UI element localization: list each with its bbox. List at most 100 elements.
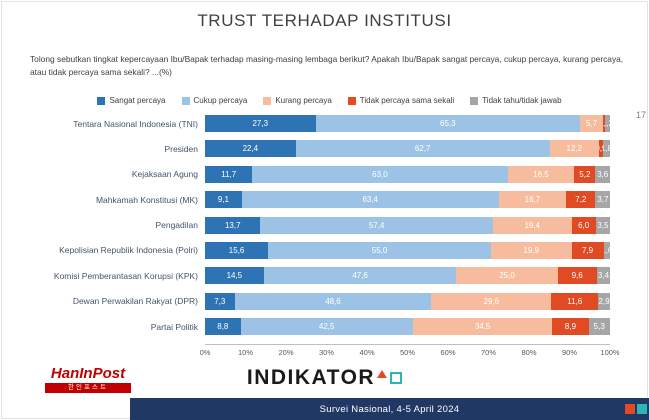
category-label: Pengadilan xyxy=(155,220,198,231)
x-axis-tick-label: 70% xyxy=(480,348,497,357)
bar-segment: 5,2 xyxy=(574,165,596,183)
bar-segment: 15,6 xyxy=(205,241,269,259)
bar-segment: 22,4 xyxy=(205,140,296,158)
x-axis-tick-label: 30% xyxy=(318,348,335,357)
bar-segment: 19,4 xyxy=(492,216,572,234)
bar-segment: 7,3 xyxy=(205,292,235,310)
segment-value-label: 55,0 xyxy=(371,245,388,255)
segment-value-label: 9,6 xyxy=(571,271,583,281)
bar-segment: 3,5 xyxy=(595,216,610,234)
segment-value-label: 13,7 xyxy=(224,220,241,230)
legend-swatch-icon xyxy=(470,96,479,105)
segment-value-label: 3,4 xyxy=(597,271,610,281)
legend-item: Cukup percaya xyxy=(181,96,248,105)
chart-row: Tentara Nasional Indonesia (TNI) 27,3 65,3… xyxy=(30,115,610,132)
bar-segment: 9,1 xyxy=(205,191,242,209)
legend-label: Cukup percaya xyxy=(193,96,248,105)
chart-row: Pengadilan 13,7 57,4 19,4 6,0 3,5 xyxy=(30,216,610,234)
stacked-bar: 27,3 65,3 5,7 0,51,2 xyxy=(205,115,610,132)
bar-segment: 25,0 xyxy=(456,267,558,285)
segment-value-label: 12,2 xyxy=(566,144,583,154)
bar-segment: 3,4 xyxy=(596,267,610,285)
category-label: Kepolisian Republik Indonesia (Polri) xyxy=(59,245,198,256)
bar-segment: 6,0 xyxy=(571,216,596,234)
bar-segment: 27,3 xyxy=(205,115,316,132)
x-axis-tick-label: 90% xyxy=(561,348,578,357)
segment-value-label: 34,5 xyxy=(474,322,491,332)
bar-segment: 57,4 xyxy=(260,216,493,234)
segment-value-label: 27,3 xyxy=(252,119,269,128)
bar-segment: 2,9 xyxy=(598,292,610,310)
stacked-bar: 7,3 48,6 29,6 11,6 2,9 xyxy=(205,292,610,310)
category-label: Tentara Nasional Indonesia (TNI) xyxy=(73,118,198,129)
legend-swatch-icon xyxy=(181,96,190,105)
bar-segment: 19,9 xyxy=(490,241,572,259)
segment-value-label: 0,5 xyxy=(603,119,606,128)
chart-row: Kepolisian Republik Indonesia (Polri) 15,… xyxy=(30,241,610,259)
x-axis-tick-label: 100% xyxy=(600,348,620,357)
indikator-triangle-icon xyxy=(377,369,388,378)
x-axis: 0% 10% 20% 30% 40% 50% 60% 70% 80% 90% 100% xyxy=(200,344,620,359)
page-title: TRUST TERHADAP INSTITUSI xyxy=(197,11,452,30)
haninpost-logo-text: HanInPost xyxy=(50,365,126,382)
segment-value-label: 8,8 xyxy=(217,322,229,332)
bar-segment: 42,5 xyxy=(240,318,413,336)
legend-swatch-icon xyxy=(347,96,356,105)
segment-value-label: 62,7 xyxy=(414,144,431,154)
indikator-square-icon xyxy=(390,372,403,384)
segment-value-label: 3,5 xyxy=(597,220,609,230)
segment-value-label: 15,6 xyxy=(228,245,245,255)
stacked-bar: 11,7 63,0 16,5 5,2 3,6 xyxy=(205,165,610,183)
segment-value-label: 1,6 xyxy=(604,245,610,255)
stacked-bar-chart: Tentara Nasional Indonesia (TNI) 27,3 65,3… xyxy=(30,115,610,344)
stacked-bar: 22,4 62,7 12,2 0,91,8 xyxy=(205,140,610,158)
chart-row: Komisi Pemberantasan Korupsi (KPK) 14,5 47… xyxy=(30,267,610,285)
segment-value-label: 1,2 xyxy=(605,119,610,128)
legend-label: Sangat percaya xyxy=(109,96,166,105)
segment-value-label: 7,2 xyxy=(575,195,587,205)
bar-segment: 16,5 xyxy=(507,165,575,183)
stacked-bar: 14,5 47,6 25,0 9,6 3,4 xyxy=(205,267,610,285)
x-axis-tick-label: 50% xyxy=(399,348,416,357)
segment-value-label: 19,4 xyxy=(524,220,541,230)
chart-row: Presiden 22,4 62,7 12,2 0,91,8 xyxy=(30,140,610,158)
bar-segment: 5,3 xyxy=(588,318,610,336)
segment-value-label: 5,7 xyxy=(585,119,598,128)
segment-value-label: 7,3 xyxy=(214,296,226,306)
segment-value-label: 3,7 xyxy=(597,195,609,205)
footer-bar: Survei Nasional, 4-5 April 2024 xyxy=(130,398,649,420)
chart-row: Partai Politik 8,8 42,5 34,5 8,9 5,3 xyxy=(30,318,610,336)
segment-value-label: 57,4 xyxy=(368,220,385,230)
x-axis-tick-label: 10% xyxy=(237,348,254,357)
legend-item: Sangat percaya xyxy=(97,96,166,105)
survey-question-text: Tolong sebutkan tingkat kepercayaan Ibu/… xyxy=(30,54,624,78)
stacked-bar: 8,8 42,5 34,5 8,9 5,3 xyxy=(205,318,610,336)
bar-segment: 47,6 xyxy=(263,267,457,285)
x-axis-tick-label: 40% xyxy=(359,348,375,357)
chart-legend: Sangat percaya Cukup percaya Kurang percay… xyxy=(30,96,629,105)
footer-red-square-icon xyxy=(625,404,635,414)
legend-label: Tidak percaya sama sekali xyxy=(359,96,455,105)
x-axis-tick-label: 20% xyxy=(278,348,294,357)
segment-value-label: 2,9 xyxy=(598,296,610,306)
x-axis-tick-label: 80% xyxy=(521,348,537,357)
segment-value-label: 63,0 xyxy=(372,169,388,179)
bar-segment: 65,3 xyxy=(315,115,581,132)
category-label: Komisi Pemberantasan Korupsi (KPK) xyxy=(53,270,198,281)
segment-value-label: 16,7 xyxy=(524,195,541,205)
segment-value-label: 14,5 xyxy=(226,271,243,281)
bar-segment: 1,6 xyxy=(603,241,610,259)
bar-segment: 55,0 xyxy=(268,241,491,259)
stacked-bar: 9,1 63,4 16,7 7,2 3,7 xyxy=(205,191,610,209)
chart-row: Kejaksaan Agung 11,7 63,0 16,5 5,2 3,6 xyxy=(30,165,610,183)
legend-label: Kurang percaya xyxy=(275,96,332,105)
segment-value-label: 7,9 xyxy=(581,245,594,255)
segment-value-label: 6,0 xyxy=(578,220,590,230)
haninpost-logo: HanInPost 한인포스트 xyxy=(45,365,131,394)
bar-segment: 34,5 xyxy=(412,318,553,336)
bar-segment: 3,7 xyxy=(595,191,610,209)
chart-row: Mahkamah Konstitusi (MK) 9,1 63,4 16,7 7,2 3,… xyxy=(30,191,610,209)
segment-value-label: 5,3 xyxy=(593,322,605,332)
segment-value-label: 0,9 xyxy=(599,144,603,154)
segment-value-label: 5,2 xyxy=(579,169,591,179)
